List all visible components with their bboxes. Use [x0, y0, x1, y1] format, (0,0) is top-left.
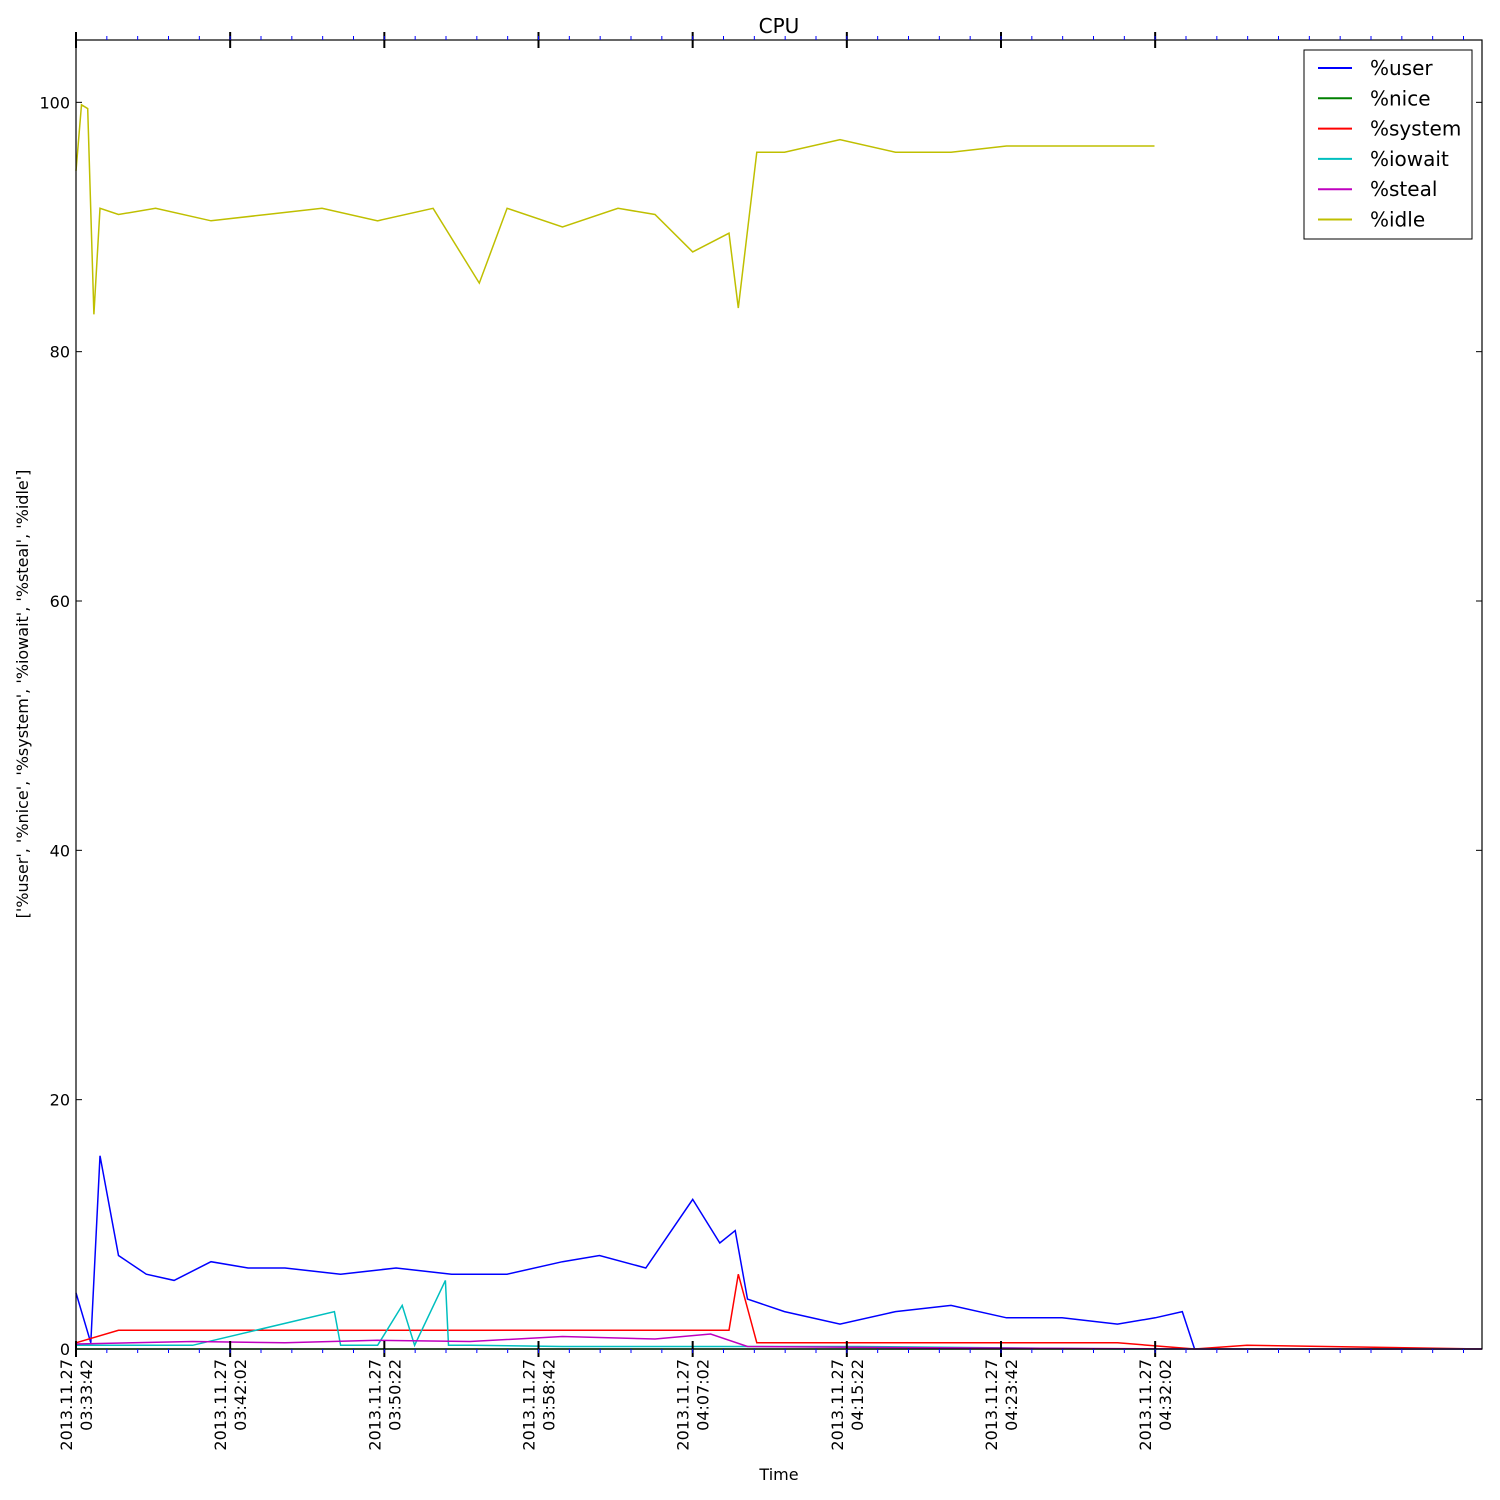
y-tick-label: 20	[50, 1091, 70, 1110]
legend-label: %nice	[1370, 86, 1431, 110]
y-tick-label: 40	[50, 841, 70, 860]
legend-label: %steal	[1370, 177, 1437, 201]
legend: %user %nice %system %iowait %steal %idle	[1303, 49, 1473, 240]
y-tick-label: 0	[60, 1340, 70, 1359]
x-tick-label: 2013.11.2703:58:42	[520, 1359, 559, 1451]
y-axis-label: ['%user', '%nice', '%system', '%iowait',…	[13, 470, 32, 919]
x-tick-label: 2013.11.2704:15:22	[828, 1359, 867, 1451]
legend-label: %iowait	[1370, 147, 1449, 171]
series-line-user	[75, 1155, 1482, 1350]
legend-label: %user	[1370, 56, 1433, 80]
x-tick-label: 2013.11.2703:50:22	[365, 1359, 404, 1451]
plot-frame	[75, 39, 1483, 1350]
axes: 0 20 40 60 80 100 2013.11.2703:33:42 2013.11.27…	[39, 32, 1482, 1451]
x-tick-label: 2013.11.2704:23:42	[982, 1359, 1021, 1451]
series-line-iowait	[76, 1280, 1482, 1350]
y-tick-label: 80	[50, 343, 70, 362]
legend-label: %system	[1370, 117, 1461, 141]
legend-label: %idle	[1370, 208, 1425, 232]
plot-lines	[75, 103, 1483, 1350]
x-tick-label: 2013.11.2704:07:02	[674, 1359, 713, 1451]
x-tick-label: 2013.11.2704:32:02	[1136, 1359, 1175, 1451]
x-axis-label: Time	[758, 1465, 798, 1484]
y-tick-label: 100	[39, 93, 70, 112]
legend-box	[1303, 49, 1473, 240]
x-tick-label: 2013.11.2703:42:02	[211, 1359, 250, 1451]
series-line-system	[75, 1274, 1483, 1350]
x-tick-label: 2013.11.2703:33:42	[57, 1359, 96, 1451]
chart-title: CPU	[759, 14, 800, 38]
series-line-steal	[75, 1333, 1482, 1350]
y-tick-label: 60	[50, 592, 70, 611]
series-line-idle	[75, 103, 1155, 315]
